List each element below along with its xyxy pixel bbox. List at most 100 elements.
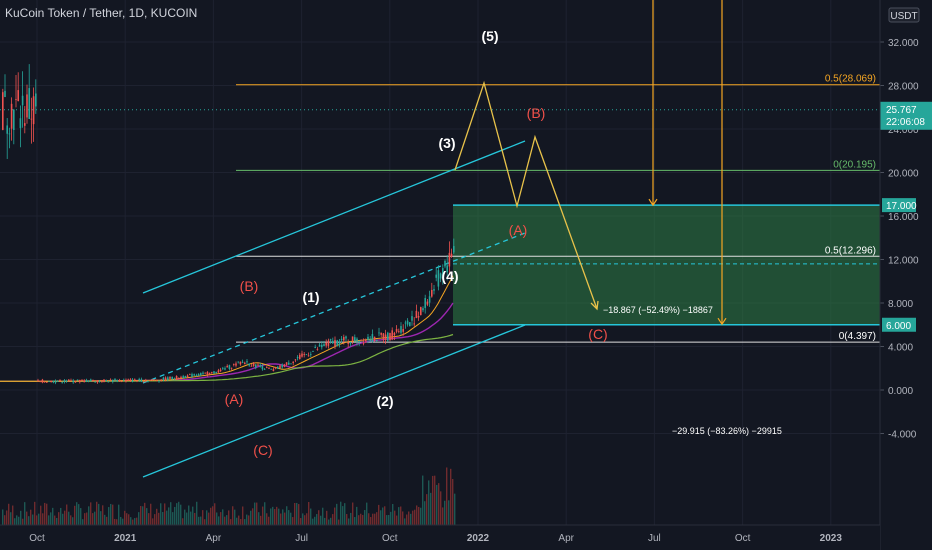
candle-body (131, 379, 134, 382)
candle-body (369, 339, 371, 342)
volume-bar (288, 510, 290, 525)
volume-bar (278, 508, 280, 525)
volume-bar (80, 508, 82, 525)
candle-body (35, 93, 37, 107)
candle-body (371, 334, 374, 342)
volume-bar (184, 509, 186, 525)
volume-bar (16, 515, 18, 525)
volume-bar (182, 518, 184, 525)
y-tick-label: 0.000 (888, 386, 913, 397)
candle-body (15, 99, 17, 100)
candle-body (76, 379, 79, 381)
volume-bar (330, 517, 332, 525)
x-tick-label: 2021 (114, 533, 137, 544)
volume-bar (260, 515, 262, 525)
candle-body (21, 95, 24, 106)
volume-bar (246, 514, 248, 525)
volume-bar (312, 518, 314, 525)
volume-bar (404, 518, 406, 525)
volume-bar (432, 475, 434, 525)
candle-body (215, 371, 217, 373)
volume-bar (292, 517, 294, 525)
candle-body (125, 379, 127, 382)
volume-bar (242, 506, 244, 525)
candle-body (391, 330, 393, 340)
candle-body (384, 334, 387, 340)
candle-body (444, 260, 446, 267)
volume-bar (316, 514, 318, 525)
candle-body (406, 320, 409, 325)
volume-bar (256, 502, 258, 525)
candle-body (400, 326, 402, 333)
candle-body (114, 379, 116, 381)
price-axis[interactable]: 32.000 28.000 24.000 20.000 16.000 12.000 8.00… (879, 0, 932, 550)
volume-bar (258, 512, 260, 525)
candle-body (356, 338, 358, 342)
volume-bar (50, 512, 52, 525)
candle-body (206, 371, 209, 376)
channel-lower (142, 324, 526, 478)
candle-body (228, 365, 231, 369)
candle-body (321, 344, 323, 348)
candle-body (123, 379, 125, 381)
wave-label-white: (5) (481, 28, 498, 44)
candle-body (151, 379, 154, 381)
candle-body (26, 94, 28, 118)
volume-bar (56, 517, 58, 525)
candle-body (54, 380, 57, 383)
candle-body (101, 381, 103, 383)
volume-bar (26, 511, 28, 525)
x-tick-label: 2022 (467, 533, 490, 544)
volume-bar (430, 492, 432, 525)
volume-bar (424, 501, 426, 525)
volume-bar (46, 503, 48, 525)
candle-body (63, 380, 66, 383)
candle-body (367, 336, 369, 341)
volume-bar (438, 483, 440, 525)
volume-bar (362, 514, 364, 525)
volume-bar (60, 507, 62, 525)
candle-body (178, 377, 180, 379)
volume-bar (272, 506, 274, 525)
candle-body (213, 371, 215, 374)
volume-bar (90, 502, 92, 525)
candle-body (318, 344, 321, 347)
candle-body (160, 379, 162, 381)
volume-bar (62, 513, 64, 525)
candle-body (222, 367, 224, 369)
volume-bar (110, 503, 112, 525)
wave-label-white: (4) (441, 268, 458, 284)
measure-label-2: −29.915 (−83.26%) −29915 (672, 426, 782, 436)
zone-price-badge (882, 198, 916, 213)
candle-body (30, 118, 33, 120)
volume-bar (422, 475, 424, 525)
volume-bar (332, 514, 334, 525)
volume-bar (220, 512, 222, 525)
candle-body (8, 133, 11, 135)
volume-bar (388, 515, 390, 525)
candle-body (107, 381, 110, 383)
volume-bar (340, 501, 342, 525)
candle-body (248, 363, 250, 366)
candle-body (147, 380, 149, 382)
volume-bar (240, 519, 242, 525)
volume-bar (290, 512, 292, 525)
candle-body (10, 103, 13, 129)
volume-bar (44, 502, 46, 525)
candle-body (90, 379, 92, 382)
volume-bar (328, 519, 330, 525)
volume-bar (40, 505, 42, 525)
volume-bar (14, 518, 16, 525)
volume-bar (228, 510, 230, 525)
time-axis[interactable]: Oct 2021 Apr Jul Oct 2022 Apr Jul Oct 2023 (0, 524, 880, 550)
wave-projection-path (454, 80, 598, 310)
fib-label-lower: 0.5(12.296) (825, 245, 876, 256)
volume-bar (276, 506, 278, 525)
candle-body (373, 336, 376, 341)
candle-body (167, 377, 169, 381)
volume-bar (120, 516, 122, 525)
candle-body (338, 343, 341, 345)
candle-body (360, 339, 363, 341)
channel-upper (142, 140, 526, 294)
